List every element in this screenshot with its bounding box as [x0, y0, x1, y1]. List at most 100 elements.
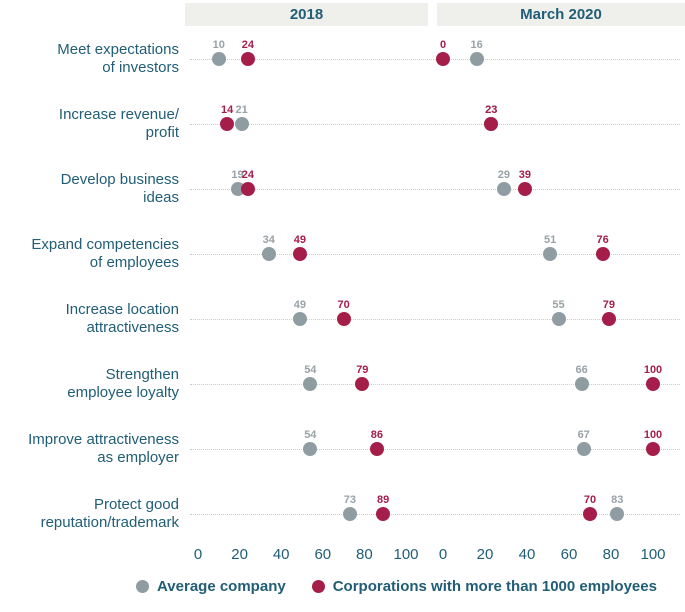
panel-scale: 19 24 — [198, 156, 406, 221]
legend-item-corporations: Corporations with more than 1000 employe… — [311, 578, 657, 595]
ticks-scale: 0 20 40 60 80 100 — [439, 546, 666, 568]
average-dot-icon — [292, 311, 307, 326]
corporations-dot-icon — [646, 376, 660, 391]
value-label: 19 — [231, 168, 244, 181]
category-label-line: profit — [145, 123, 179, 141]
category-label: Increase revenue/profit — [0, 91, 185, 156]
corporations-dot-icon — [292, 246, 307, 261]
panel-2018: 10 24 — [185, 26, 428, 91]
category-label-line: attractiveness — [86, 318, 179, 336]
average-dot-icon — [469, 51, 484, 66]
value-label: 34 — [262, 233, 275, 246]
category-label: Protect good reputation/trademark — [0, 481, 185, 546]
dotted-gridline — [190, 58, 680, 60]
panel-march-2020: 29 39 — [437, 156, 685, 221]
corporations-dot-icon — [517, 181, 532, 196]
x-tick-label: 20 — [476, 546, 494, 563]
panel-march-2020: 55 79 — [437, 286, 685, 351]
panel-scale: 83 70 — [443, 481, 653, 546]
dotted-gridline — [190, 123, 680, 125]
chart-row: Protect good reputation/trademark 73 89 83 70 — [0, 481, 685, 546]
value-label: 89 — [376, 493, 390, 506]
period-label-2018: 2018 — [289, 6, 324, 23]
value-label: 76 — [596, 233, 609, 246]
average-dot-icon — [303, 376, 318, 391]
value-label: 14 — [220, 103, 234, 116]
panel-scale: 67 100 — [443, 416, 662, 481]
value-label: 70 — [583, 493, 597, 506]
value-label: 49 — [293, 233, 307, 246]
category-label-line: Increase location — [65, 300, 179, 318]
panel-scale: 29 39 — [443, 156, 653, 221]
panel-scale: 34 49 — [198, 221, 406, 286]
panel-2018: 73 89 — [185, 481, 428, 546]
x-tick-label: 100 — [640, 546, 666, 563]
dotted-gridline — [190, 513, 680, 515]
average-dot-icon — [136, 580, 150, 593]
x-tick-label: 60 — [560, 546, 578, 563]
ticks-scale: 0 20 40 60 80 100 — [194, 546, 419, 568]
period-band-march-2020: March 2020 — [437, 3, 685, 26]
corporations-dot-icon — [595, 246, 610, 261]
panel-scale: 23 23 — [443, 91, 653, 156]
panel-march-2020: 23 23 — [437, 91, 685, 156]
dotted-gridline — [190, 188, 680, 190]
x-tick-label: 0 — [193, 546, 203, 563]
value-label: 73 — [343, 493, 356, 506]
panel-march-2020: 67 100 — [437, 416, 685, 481]
value-label: 23 — [485, 103, 498, 116]
category-label: Strengthen employee loyalty — [0, 351, 185, 416]
ticks-panel: 0 20 40 60 80 100 — [437, 546, 685, 568]
legend-item-average: Average company — [136, 578, 286, 595]
corporations-dot-icon — [336, 311, 351, 326]
panel-scale: 54 86 — [198, 416, 406, 481]
corporations-dot-icon — [583, 506, 597, 521]
corporations-dot-icon — [369, 441, 384, 456]
value-label: 66 — [575, 363, 588, 376]
value-label: 24 — [241, 38, 255, 51]
value-label: 0 — [439, 38, 447, 51]
category-label: Increase location attractiveness — [0, 286, 185, 351]
value-label: 70 — [337, 298, 350, 311]
category-label-line: as employer — [97, 448, 179, 466]
corporations-dot-icon — [355, 376, 370, 391]
x-tick-label: 100 — [393, 546, 419, 563]
legend-label-average: Average company — [157, 578, 286, 595]
chart-row: Expand competencies of employees 34 49 51 76 — [0, 221, 685, 286]
panel-scale: 66 100 — [443, 351, 662, 416]
dotted-gridline — [190, 383, 680, 385]
corporations-dot-icon — [240, 51, 255, 66]
panel-scale: 49 70 — [198, 286, 406, 351]
average-dot-icon — [261, 246, 276, 261]
category-label-line: ideas — [143, 188, 179, 206]
dotted-gridline — [190, 448, 680, 450]
value-label: 55 — [552, 298, 565, 311]
category-label: Develop business ideas — [0, 156, 185, 221]
period-band-2018: 2018 — [185, 3, 428, 26]
category-label-line: Increase revenue/ — [58, 105, 179, 123]
value-label: 39 — [518, 168, 532, 181]
dotted-gridline — [190, 318, 680, 320]
chart-row: Meet expectations of investors 10 24 16 0 — [0, 26, 685, 91]
panel-scale: 55 79 — [443, 286, 653, 351]
value-label: 54 — [304, 363, 317, 376]
panel-scale: 10 24 — [198, 26, 406, 91]
value-label: 16 — [470, 38, 483, 51]
value-label: 83 — [611, 493, 624, 506]
chart-row: Increase location attractiveness 49 70 55 79 — [0, 286, 685, 351]
chart-row: Increase revenue/profit 21 14 23 23 — [0, 91, 685, 156]
corporations-dot-icon — [220, 116, 235, 131]
average-dot-icon — [211, 51, 226, 66]
panel-2018: 54 86 — [185, 416, 428, 481]
corporations-dot-icon — [311, 580, 325, 593]
category-label: Improve attractiveness as employer — [0, 416, 185, 481]
x-tick-label: 80 — [356, 546, 373, 563]
x-tick-label: 40 — [272, 546, 290, 563]
x-tick-label: 80 — [602, 546, 620, 563]
x-axis-ticks: 0 20 40 60 80 100 0 20 40 60 80 100 — [0, 546, 685, 568]
panel-2018: 34 49 — [185, 221, 428, 286]
value-label: 79 — [356, 363, 369, 376]
panel-scale: 73 89 — [198, 481, 406, 546]
category-label-line: Protect good — [93, 495, 179, 513]
average-dot-icon — [610, 506, 625, 521]
